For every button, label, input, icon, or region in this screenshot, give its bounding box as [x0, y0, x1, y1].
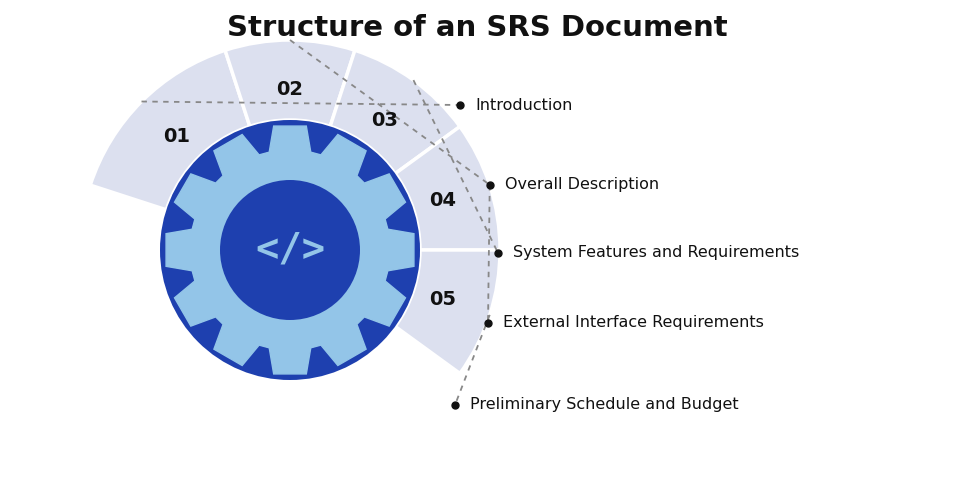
Text: 02: 02	[277, 80, 304, 99]
Text: Introduction: Introduction	[475, 98, 572, 112]
Text: Overall Description: Overall Description	[505, 178, 659, 192]
Text: 01: 01	[163, 127, 190, 146]
Text: System Features and Requirements: System Features and Requirements	[513, 246, 799, 260]
Polygon shape	[166, 126, 414, 374]
Wedge shape	[395, 250, 500, 374]
Text: 03: 03	[371, 110, 397, 130]
Circle shape	[190, 150, 390, 350]
Wedge shape	[330, 50, 460, 174]
Circle shape	[220, 180, 360, 320]
Wedge shape	[395, 126, 500, 250]
Text: Preliminary Schedule and Budget: Preliminary Schedule and Budget	[470, 398, 738, 412]
Text: External Interface Requirements: External Interface Requirements	[503, 316, 764, 330]
Wedge shape	[225, 40, 355, 126]
Wedge shape	[91, 50, 250, 210]
Text: Structure of an SRS Document: Structure of an SRS Document	[227, 14, 728, 42]
Text: 05: 05	[429, 290, 456, 309]
Circle shape	[160, 120, 420, 380]
Text: 04: 04	[429, 191, 456, 210]
Text: </>: </>	[255, 231, 325, 269]
